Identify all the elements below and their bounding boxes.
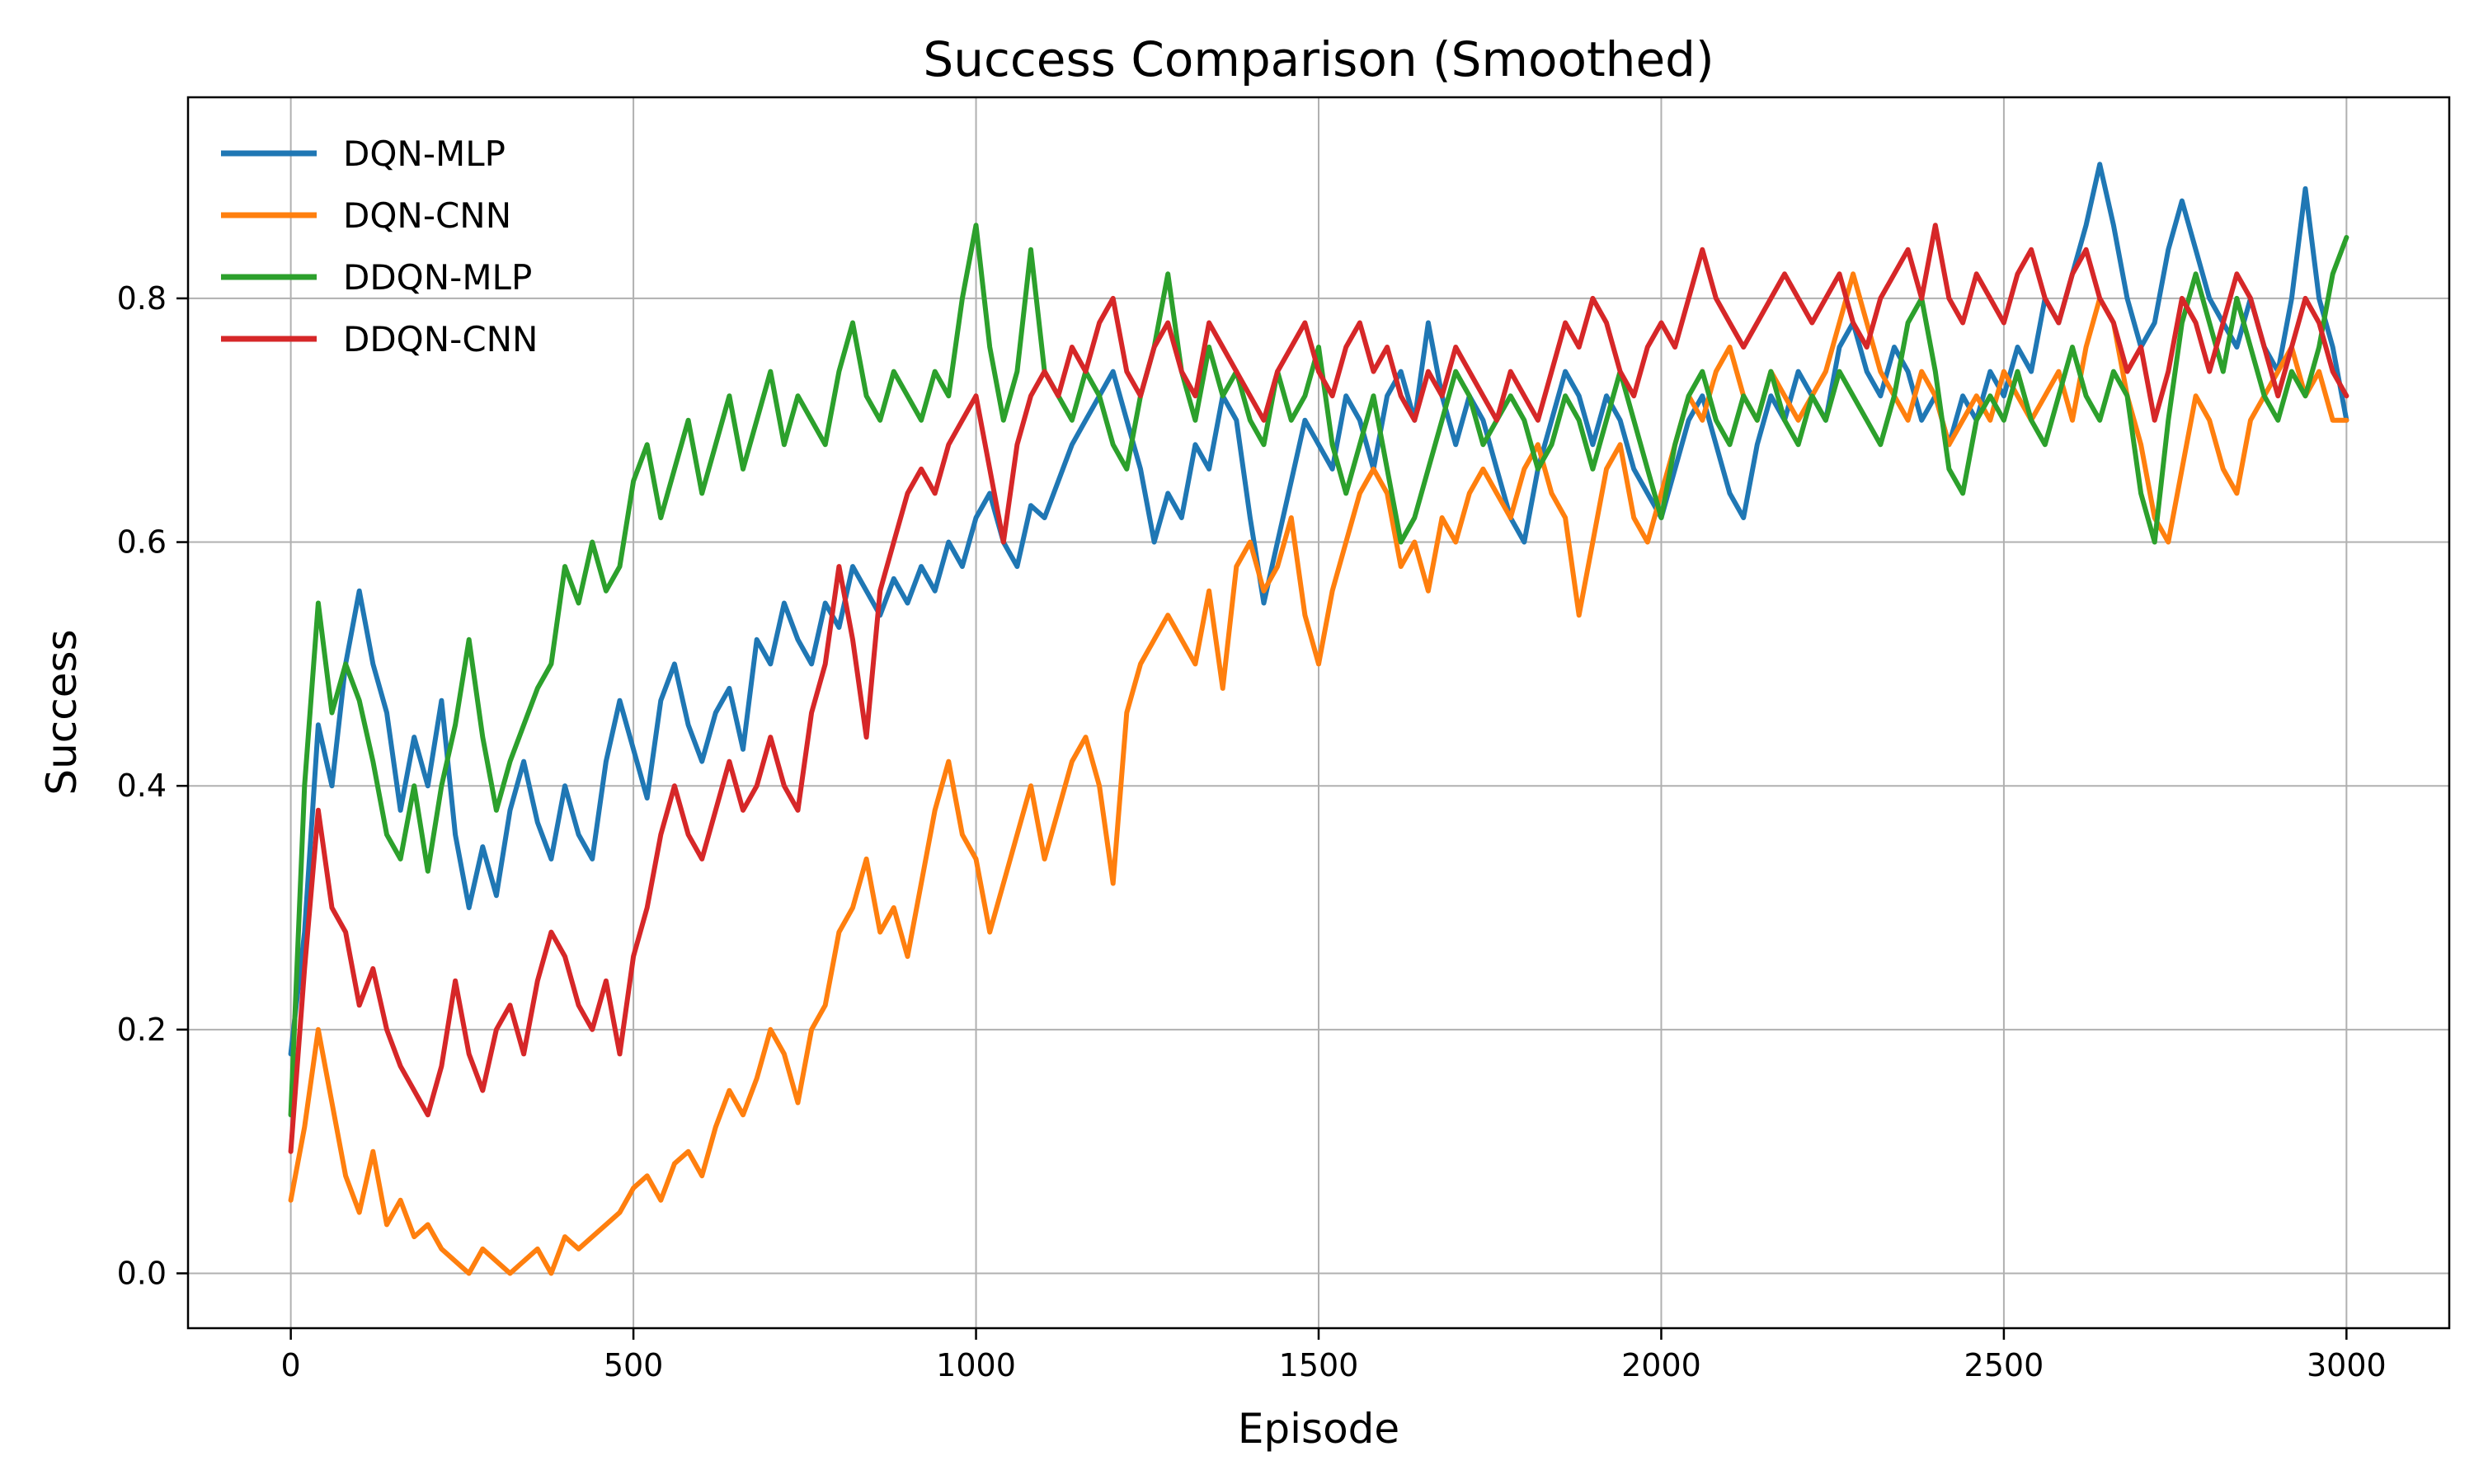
grid [188,97,2449,1328]
series-line-ddqn-cnn [288,223,2349,1154]
x-tick-label: 1000 [936,1347,1016,1383]
x-tick-label: 3000 [2307,1347,2387,1383]
x-tick-label: 0 [281,1347,301,1383]
legend: DQN-MLP DQN-CNN DDQN-MLP DDQN-CNN [221,134,538,359]
series-line-dqn-mlp [288,162,2349,1057]
y-tick-label: 0.2 [117,1012,167,1048]
axis-ticks: 0 500 1000 1500 2000 2500 3000 0.0 0.2 0.4 0.6 0.8 [117,280,2387,1383]
x-tick-label: 500 [604,1347,664,1383]
y-axis-label: Success [38,629,86,795]
legend-label: DQN-MLP [343,134,506,174]
legend-label: DDQN-MLP [343,257,532,298]
series-line-dqn-cnn [288,271,2349,1276]
x-tick-label: 1500 [1279,1347,1359,1383]
x-tick-label: 2000 [1621,1347,1701,1383]
x-axis-label: Episode [1238,1405,1399,1453]
chart-title: Success Comparison (Smoothed) [923,31,1714,87]
legend-label: DQN-CNN [343,195,511,236]
legend-label: DDQN-CNN [343,319,538,359]
x-tick-label: 2500 [1964,1347,2044,1383]
series-lines [288,162,2349,1276]
series-line-ddqn-mlp [288,223,2349,1118]
y-tick-label: 0.8 [117,280,167,317]
y-tick-label: 0.0 [117,1255,167,1291]
y-tick-label: 0.4 [117,768,167,804]
y-tick-label: 0.6 [117,524,167,561]
